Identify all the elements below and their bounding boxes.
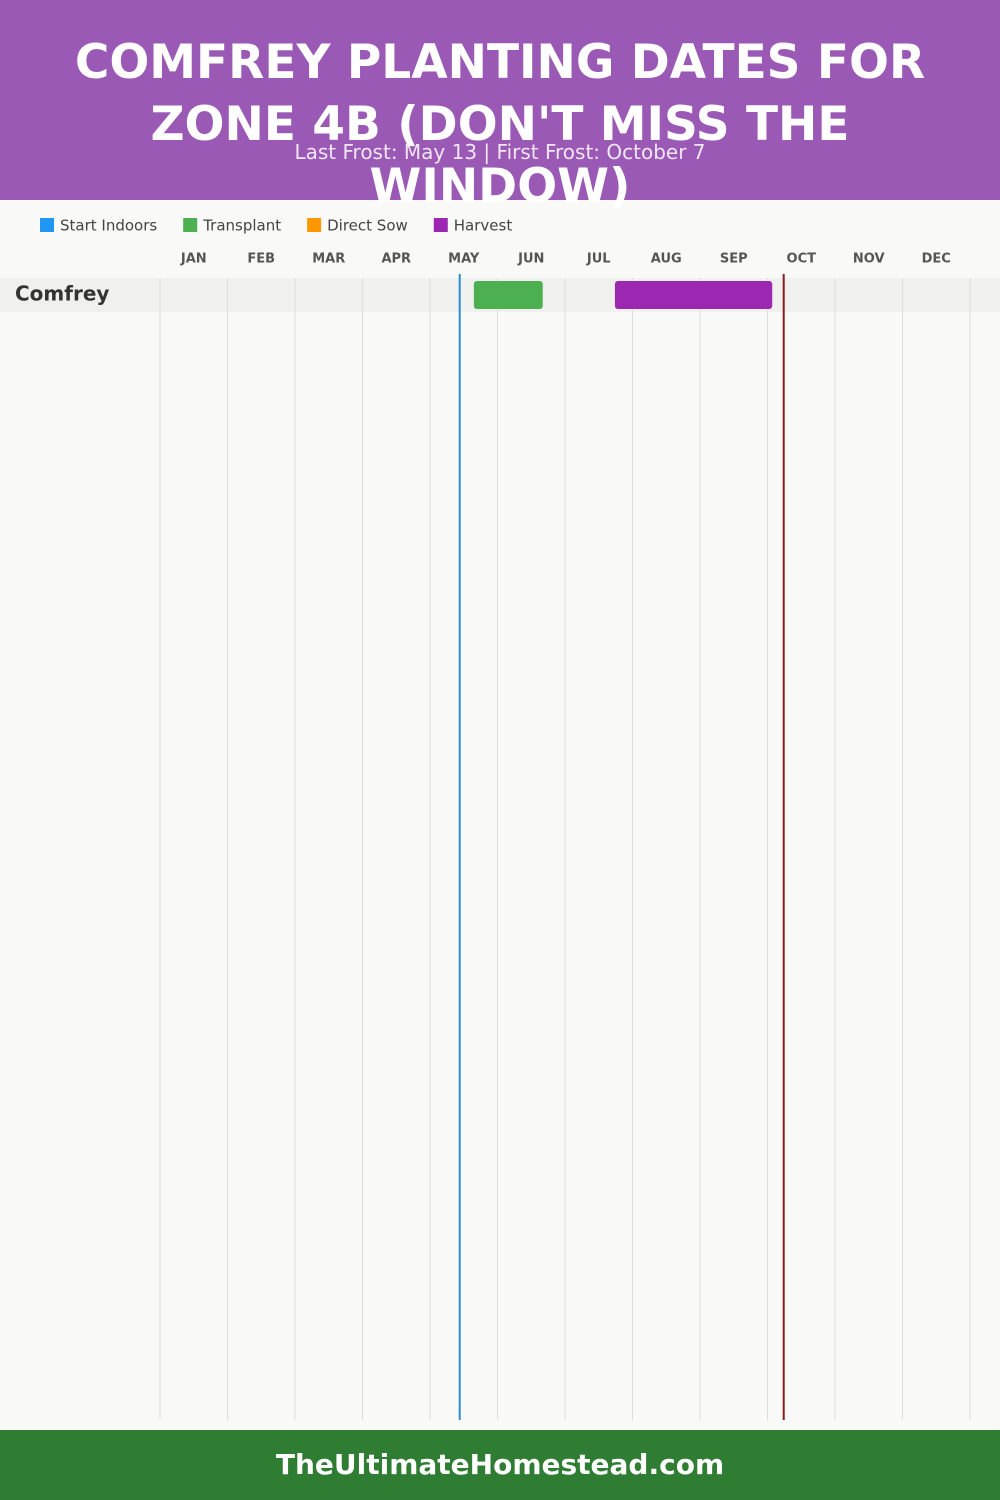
month-label: APR bbox=[381, 252, 411, 267]
legend-swatch bbox=[433, 218, 448, 232]
legend-label: Start Indoors bbox=[60, 217, 157, 235]
task-bar bbox=[473, 281, 543, 309]
month-label: NOV bbox=[853, 252, 885, 267]
legend-label: Direct Sow bbox=[327, 217, 408, 235]
legend-label: Harvest bbox=[454, 217, 513, 235]
chart-title: COMFREY PLANTING DATES FOR ZONE 4B (DON'… bbox=[74, 35, 926, 214]
month-label: FEB bbox=[247, 252, 275, 267]
month-label: SEP bbox=[720, 252, 748, 267]
row-label: Comfrey bbox=[15, 282, 109, 306]
month-label: JUL bbox=[586, 252, 611, 267]
header: Last Frost: May 13 | First Frost: Octobe… bbox=[0, 0, 1000, 200]
task-bar bbox=[614, 281, 773, 309]
legend-swatch bbox=[307, 218, 322, 232]
chart: JAN FEB MAR APR MAY JUN JUL AUG SEP OCT NOV DEC Comf… bbox=[0, 217, 1000, 1420]
legend-swatch bbox=[40, 218, 54, 232]
month-label: MAR bbox=[312, 252, 345, 267]
month-label: AUG bbox=[651, 252, 682, 267]
month-label: DEC bbox=[922, 252, 951, 267]
legend-swatch bbox=[183, 218, 198, 232]
subtitle: Last Frost: May 13 | First Frost: Octobe… bbox=[294, 140, 706, 164]
month-label: MAY bbox=[448, 252, 480, 267]
footer: TheUltimateHomestead.com bbox=[0, 1430, 1000, 1500]
legend-label: Transplant bbox=[202, 217, 281, 235]
month-label: JAN bbox=[180, 252, 207, 267]
month-label: JUN bbox=[517, 252, 544, 267]
month-label: OCT bbox=[787, 252, 817, 267]
